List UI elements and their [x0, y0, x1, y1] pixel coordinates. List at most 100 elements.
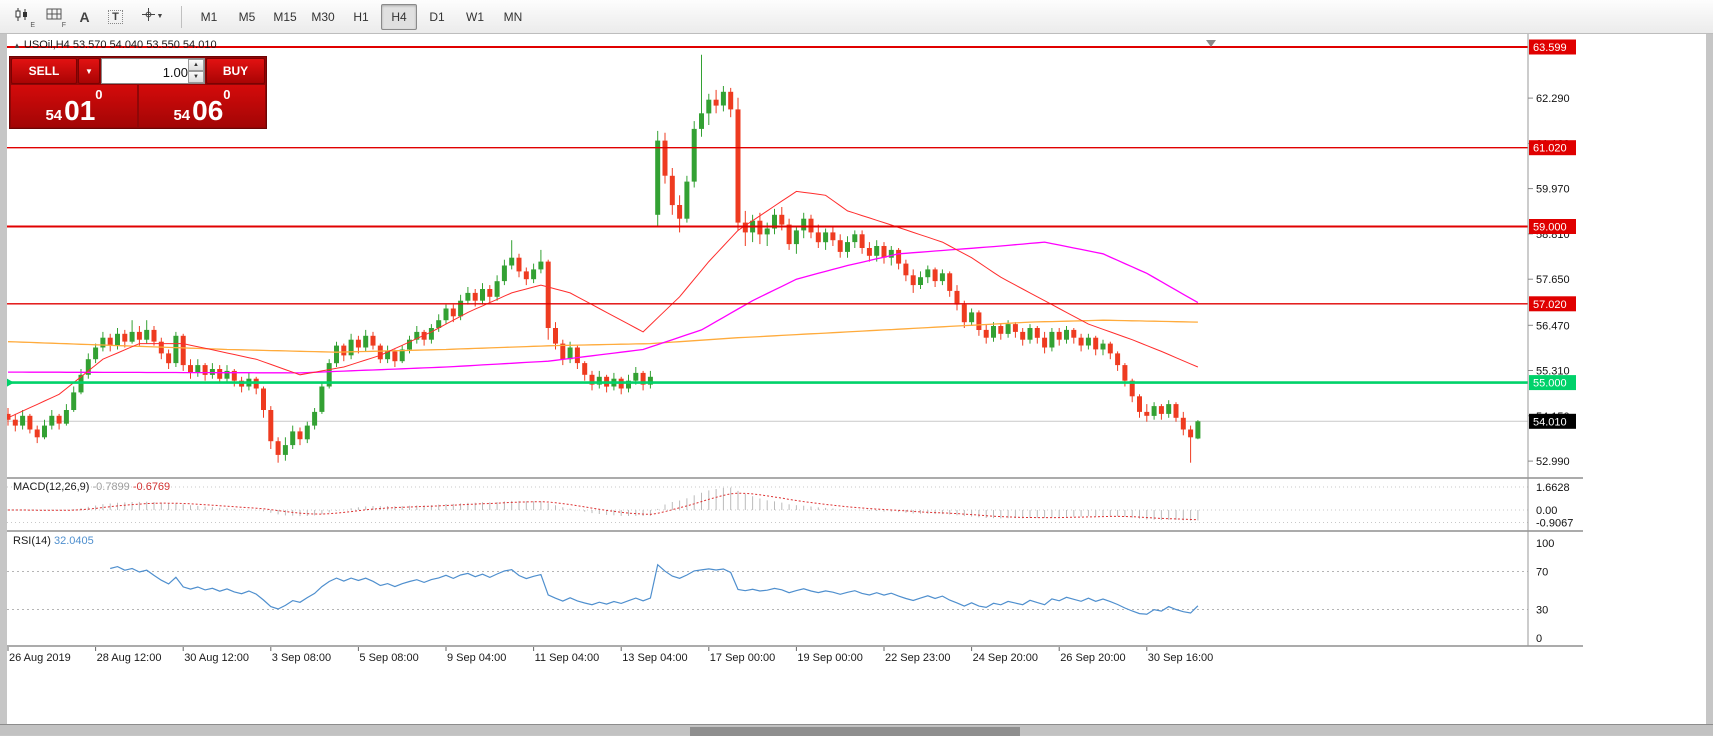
candle-body — [458, 300, 464, 317]
candle-body — [1151, 406, 1157, 416]
candle-body — [129, 331, 135, 342]
candle-body — [976, 312, 982, 330]
toolbar: E F A T ▼ M1 M5 M15 M30 H1 H4 — [0, 0, 1713, 34]
candle-body — [553, 328, 558, 344]
candle-body — [896, 249, 902, 264]
candle-body — [399, 349, 405, 362]
price-axis-label[interactable]: 59.970 — [1536, 184, 1570, 196]
price-axis-label[interactable]: 57.650 — [1536, 274, 1570, 286]
candle-body — [757, 220, 763, 235]
candle-body — [224, 370, 230, 379]
chart-shift-marker-icon[interactable] — [1206, 40, 1216, 47]
symbol-ohlc-text: USOil,H4 53.570 54.040 53.550 54.010 — [23, 39, 217, 51]
candle-body — [27, 415, 33, 430]
volume-increase-button[interactable]: ▲ — [188, 59, 204, 71]
grid-icon — [46, 7, 62, 26]
text-tool-button[interactable]: T — [101, 3, 130, 30]
price-chart-svg[interactable]: 26 Aug 2019 28 Aug 12:00 30 Aug 12:00 3 Sep… — [7, 34, 1706, 724]
window-bottom-edge — [0, 724, 1713, 736]
timeframe-w1-button[interactable]: W1 — [466, 9, 484, 24]
macd-signal-value: -0.6769 — [132, 481, 171, 493]
level-left-marker-icon — [7, 378, 14, 387]
candle-body — [355, 339, 361, 348]
price-badge-label: 59.000 — [1533, 222, 1567, 234]
price-axis-label[interactable]: 56.470 — [1536, 320, 1570, 332]
time-axis-label: 9 Sep 04:00 — [447, 652, 506, 664]
candle-body — [669, 175, 675, 206]
volume-input[interactable] — [102, 59, 190, 85]
candle-body — [312, 411, 318, 426]
macd-axis-label: 0.00 — [1536, 505, 1557, 517]
chevron-down-icon: ▼ — [156, 13, 164, 20]
price-axis-label[interactable]: 55.310 — [1536, 366, 1570, 378]
rsi-line — [110, 563, 1199, 615]
grid-tool-button[interactable]: F — [39, 3, 68, 30]
candle-body — [1078, 337, 1084, 346]
price-badge — [1529, 219, 1576, 234]
pane-separator[interactable] — [7, 477, 1583, 479]
chart-area[interactable]: 26 Aug 2019 28 Aug 12:00 30 Aug 12:00 3 Sep… — [7, 34, 1706, 724]
candle-body — [450, 308, 456, 317]
buy-price-display[interactable]: 54 06 0 — [139, 85, 265, 127]
timeframe-h1-button[interactable]: H1 — [353, 9, 369, 24]
candle-body — [662, 140, 668, 176]
candle-body — [918, 277, 923, 285]
timeframe-mn-button[interactable]: MN — [503, 9, 523, 24]
taskbar-fragment[interactable] — [690, 727, 1020, 736]
candle-body — [589, 374, 595, 385]
text-label-tool-button[interactable]: A — [70, 3, 99, 30]
candle-body — [42, 425, 47, 438]
volume-decrease-button[interactable]: ▼ — [188, 71, 204, 83]
candle-body — [63, 410, 69, 424]
candle-body — [567, 347, 573, 360]
candle-body — [480, 289, 485, 301]
candle-body — [1100, 343, 1106, 350]
sell-button[interactable]: SELL — [11, 58, 77, 84]
candle-body — [501, 265, 507, 282]
timeframe-m30-button[interactable]: M30 — [311, 9, 335, 24]
candle-body — [1064, 329, 1069, 340]
buy-price-whole: 54 — [173, 107, 191, 124]
candle-body — [195, 365, 201, 373]
candle-body — [574, 347, 580, 364]
timeframe-m5-button[interactable]: M5 — [238, 9, 256, 24]
pane-separator[interactable] — [7, 530, 1583, 532]
timeframe-m15-button[interactable]: M15 — [273, 9, 297, 24]
candle-body — [640, 372, 646, 385]
timeframe-m1-button[interactable]: M1 — [200, 9, 218, 24]
price-badge-label: 63.599 — [1533, 42, 1567, 54]
candle-body — [115, 333, 120, 346]
buy-price-pips: 06 — [192, 95, 224, 126]
crosshair-tool-button[interactable]: ▼ — [132, 3, 172, 30]
candle-body — [1166, 404, 1172, 414]
crosshair-icon — [141, 7, 156, 27]
timeframe-d1-button[interactable]: D1 — [429, 9, 445, 24]
candle-body — [764, 228, 770, 235]
sell-price-display[interactable]: 54 01 0 — [11, 85, 137, 127]
macd-axis-label: -0.9067 — [1536, 518, 1573, 530]
candle-body — [852, 234, 858, 243]
candle-body — [1034, 328, 1040, 338]
candle-body — [983, 329, 989, 338]
indicators-tool-button[interactable]: E — [8, 3, 37, 30]
candle-body — [377, 345, 383, 360]
order-type-dropdown-button[interactable]: ▼ — [78, 58, 100, 84]
candle-body — [49, 415, 55, 426]
candle-body — [713, 99, 719, 106]
candle-body — [290, 431, 296, 446]
candle-body — [12, 419, 18, 426]
pane-separator[interactable] — [7, 645, 1583, 647]
candle-body — [173, 335, 179, 364]
price-axis-label[interactable]: 52.990 — [1536, 456, 1570, 468]
candle-body — [516, 257, 522, 272]
candle-body — [465, 292, 471, 301]
candle-body — [348, 339, 354, 356]
buy-button[interactable]: BUY — [206, 58, 265, 84]
price-axis-label[interactable]: 62.290 — [1536, 93, 1570, 105]
candle-body — [268, 410, 274, 442]
candle-body — [100, 337, 106, 348]
time-axis-label: 11 Sep 04:00 — [535, 652, 600, 664]
timeframe-h4-button[interactable]: H4 — [381, 3, 417, 30]
candle-body — [136, 331, 142, 340]
candle-body — [217, 369, 223, 379]
